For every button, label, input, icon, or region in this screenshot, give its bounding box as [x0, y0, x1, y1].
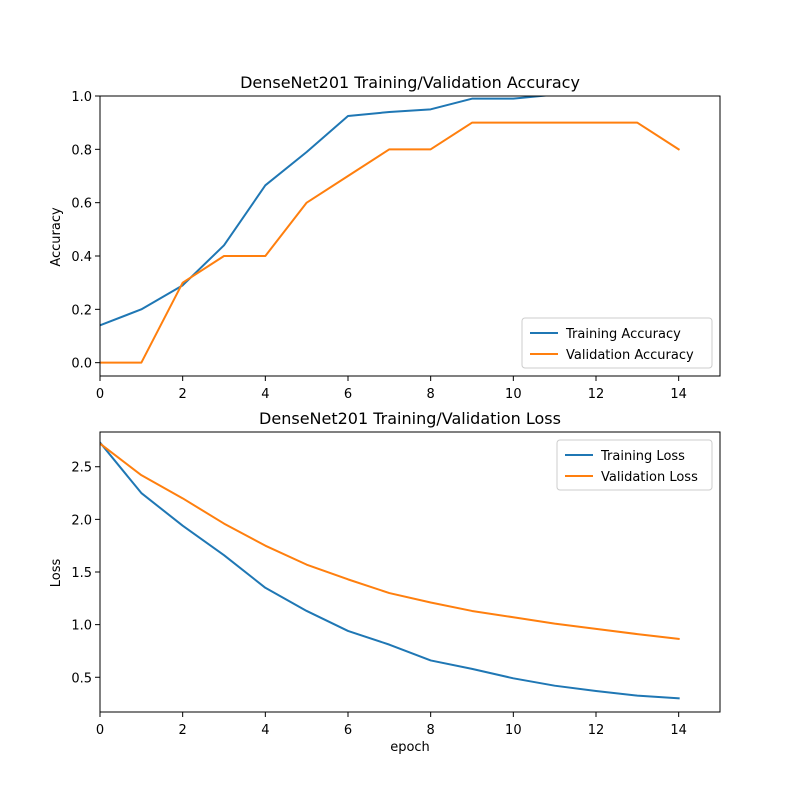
- accuracy-x-tick-label: 8: [427, 387, 435, 402]
- validation-loss-legend-label: Validation Loss: [601, 470, 698, 485]
- accuracy-chart: DenseNet201 Training/Validation Accuracy…: [49, 73, 721, 402]
- accuracy-x-tick-label: 2: [179, 387, 187, 402]
- loss-y-axis-label: Loss: [49, 559, 64, 588]
- loss-plot-area: 0 2 4 6 8 10 12 14 0.5 1.0 1.5 2.0 2.5 Training Loss V…: [71, 431, 721, 738]
- accuracy-y-tick-label: 0.6: [71, 197, 92, 212]
- training-loss-line: [100, 441, 680, 700]
- accuracy-x-tick-label: 10: [505, 387, 522, 402]
- accuracy-chart-title: DenseNet201 Training/Validation Accuracy: [240, 73, 580, 92]
- accuracy-y-tick-label: 0.8: [71, 143, 92, 158]
- validation-accuracy-line: [100, 121, 681, 364]
- loss-series-group: [100, 441, 680, 700]
- accuracy-x-tick-label: 12: [588, 387, 605, 402]
- loss-x-tick-label: 2: [179, 723, 187, 738]
- accuracy-series-group: [100, 96, 681, 364]
- loss-legend-box: [556, 439, 713, 491]
- validation-loss-line: [100, 442, 680, 640]
- loss-chart-title: DenseNet201 Training/Validation Loss: [259, 409, 561, 428]
- loss-x-tick-label: 4: [261, 723, 269, 738]
- loss-y-tick-label: 1.5: [71, 566, 92, 581]
- accuracy-plot-area: 0 2 4 6 8 10 12 14 0.0 0.2 0.4 0.6 0.8 1.0 Training Ac…: [71, 90, 721, 402]
- accuracy-y-axis-label: Accuracy: [49, 207, 64, 267]
- accuracy-x-tick-label: 6: [344, 387, 352, 402]
- training-loss-legend-label: Training Loss: [600, 449, 685, 464]
- validation-accuracy-legend-label: Validation Accuracy: [566, 348, 694, 363]
- accuracy-y-tick-label: 0.4: [71, 250, 92, 265]
- accuracy-y-tick-label: 0.0: [71, 357, 92, 372]
- loss-x-tick-label: 14: [670, 723, 687, 738]
- loss-x-tick-label: 6: [344, 723, 352, 738]
- accuracy-y-tick-label: 0.2: [71, 303, 92, 318]
- accuracy-legend: Training Accuracy Validation Accuracy: [521, 317, 713, 369]
- loss-y-tick-label: 2.0: [71, 513, 92, 528]
- loss-y-tick-label: 1.0: [71, 619, 92, 634]
- loss-x-tick-label: 8: [427, 723, 435, 738]
- loss-legend: Training Loss Validation Loss: [556, 439, 713, 491]
- accuracy-x-tick-label: 14: [670, 387, 687, 402]
- loss-chart: DenseNet201 Training/Validation Loss Los…: [49, 409, 721, 755]
- loss-y-tick-label: 0.5: [71, 671, 92, 686]
- accuracy-x-tick-label: 0: [96, 387, 104, 402]
- training-accuracy-line: [100, 96, 552, 327]
- accuracy-y-tick-label: 1.0: [71, 90, 92, 105]
- loss-x-tick-label: 0: [96, 723, 104, 738]
- loss-x-axis-label: epoch: [390, 740, 430, 755]
- accuracy-legend-box: [521, 317, 713, 369]
- accuracy-x-tick-label: 4: [261, 387, 269, 402]
- training-accuracy-legend-label: Training Accuracy: [565, 327, 681, 342]
- loss-x-tick-label: 10: [505, 723, 522, 738]
- accuracy-axes-frame: [99, 95, 721, 377]
- loss-y-tick-label: 2.5: [71, 461, 92, 476]
- loss-x-tick-label: 12: [588, 723, 605, 738]
